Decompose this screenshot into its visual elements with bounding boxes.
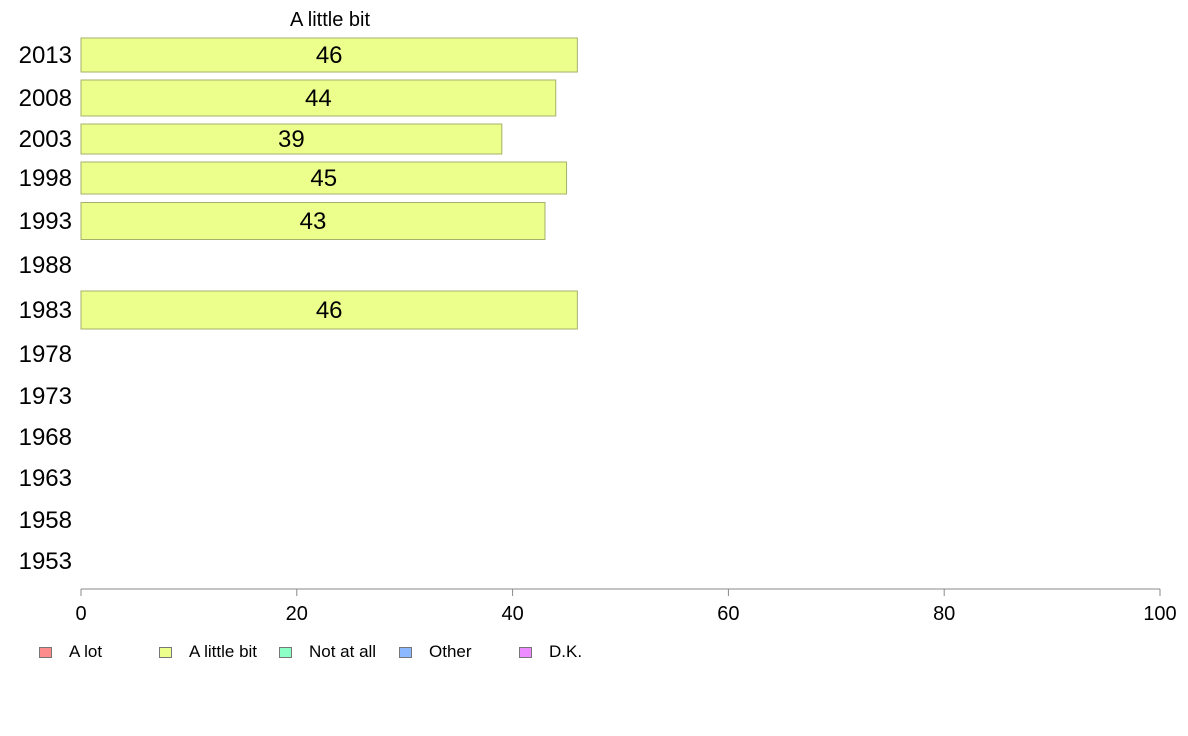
legend-item-not-at-all: Not at all	[279, 641, 376, 663]
category-label: 2013	[19, 42, 72, 69]
series-title: A little bit	[290, 9, 370, 31]
category-label: 1988	[19, 252, 72, 279]
bar-value-label: 44	[305, 85, 332, 112]
category-label: 1973	[19, 383, 72, 410]
legend-item-a-little-bit: A little bit	[159, 641, 257, 663]
category-label: 2008	[19, 85, 72, 112]
legend-label-other: Other	[429, 642, 472, 661]
bar	[80, 79, 557, 117]
x-tick-label: 0	[75, 603, 86, 625]
category-label: 1978	[19, 341, 72, 368]
category-label: 1998	[19, 165, 72, 192]
category-label: 1983	[19, 297, 72, 324]
bar	[80, 202, 546, 240]
category-label: 1953	[19, 548, 72, 575]
x-tick-label: 80	[933, 603, 955, 625]
legend-label-a-lot: A lot	[69, 642, 103, 661]
legend-label-a-little-bit: A little bit	[189, 642, 258, 661]
category-label: 1958	[19, 507, 72, 534]
legend-swatch-dk	[519, 646, 532, 658]
bar-value-label: 45	[310, 165, 337, 192]
bar-value-label: 46	[316, 297, 343, 324]
x-axis: 0 20 40 60 80 100	[75, 588, 1177, 625]
category-label: 1968	[19, 424, 72, 451]
category-labels: 2013 2008 2003 1998 1993 1988 1983 1978 1973 1968…	[19, 42, 72, 575]
legend-swatch-not-at-all	[279, 646, 292, 658]
legend-swatch-other	[399, 646, 412, 658]
bar	[80, 123, 503, 155]
legend-item-a-lot: A lot	[39, 641, 102, 663]
x-tick-label: 100	[1143, 603, 1176, 625]
bar	[80, 290, 578, 330]
category-label: 2003	[19, 126, 72, 153]
bar	[80, 37, 578, 73]
legend-swatch-a-little-bit	[159, 646, 172, 658]
legend-item-other: Other	[399, 641, 472, 663]
category-label: 1963	[19, 465, 72, 492]
x-tick-label: 20	[286, 603, 308, 625]
bar-value-label: 46	[316, 42, 343, 69]
bar-value-label: 39	[278, 126, 305, 153]
x-tick-label: 60	[717, 603, 739, 625]
bar	[80, 161, 568, 195]
legend-item-dk: D.K.	[519, 641, 582, 663]
category-label: 1993	[19, 208, 72, 235]
legend-label-dk: D.K.	[549, 642, 583, 661]
legend-swatch-a-lot	[39, 646, 52, 658]
bar-value-label: 43	[300, 208, 327, 235]
legend-label-not-at-all: Not at all	[309, 642, 377, 661]
x-tick-label: 40	[501, 603, 523, 625]
